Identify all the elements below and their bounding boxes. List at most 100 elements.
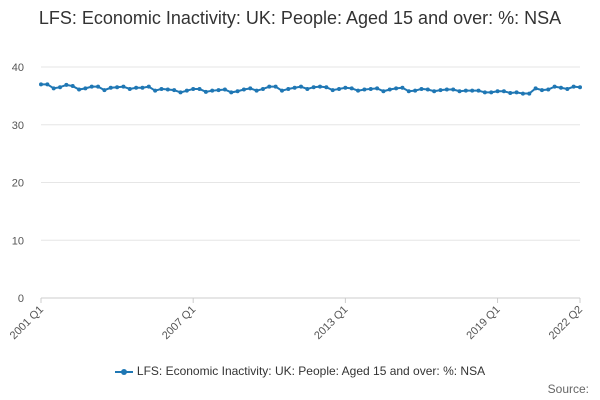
data-point[interactable]	[58, 85, 63, 90]
data-point[interactable]	[115, 85, 120, 90]
data-point[interactable]	[501, 89, 506, 94]
data-point[interactable]	[400, 85, 405, 90]
data-point[interactable]	[520, 91, 525, 96]
data-point[interactable]	[197, 86, 202, 91]
data-point[interactable]	[254, 88, 259, 93]
data-point[interactable]	[235, 89, 240, 94]
data-point[interactable]	[362, 87, 367, 92]
data-point[interactable]	[495, 89, 500, 94]
data-point[interactable]	[349, 86, 354, 91]
x-tick-labels: 2001 Q1 2007 Q1 2013 Q1 2019 Q1 2022 Q2	[8, 304, 585, 342]
data-point[interactable]	[444, 87, 449, 92]
data-point[interactable]	[305, 86, 310, 91]
data-point[interactable]	[178, 90, 183, 95]
x-tick-label: 2019 Q1	[464, 304, 502, 342]
data-point[interactable]	[121, 84, 126, 89]
data-point[interactable]	[438, 88, 443, 93]
data-point[interactable]	[318, 84, 323, 89]
series-line-group	[39, 82, 582, 96]
data-point[interactable]	[476, 88, 481, 93]
data-point[interactable]	[83, 86, 88, 91]
data-point[interactable]	[298, 84, 303, 89]
data-point[interactable]	[406, 89, 411, 94]
legend[interactable]: LFS: Economic Inactivity: UK: People: Ag…	[0, 364, 600, 378]
data-point[interactable]	[565, 86, 570, 91]
data-point[interactable]	[546, 87, 551, 92]
data-point[interactable]	[172, 88, 177, 93]
data-point[interactable]	[146, 84, 151, 89]
data-point[interactable]	[470, 88, 475, 93]
data-point[interactable]	[571, 84, 576, 89]
source-label: Source:	[547, 382, 589, 396]
data-point[interactable]	[432, 89, 437, 94]
data-point[interactable]	[273, 84, 278, 89]
data-point[interactable]	[203, 89, 208, 94]
data-point[interactable]	[419, 86, 424, 91]
data-point[interactable]	[514, 90, 519, 95]
data-point[interactable]	[70, 84, 75, 89]
data-point[interactable]	[533, 86, 538, 91]
legend-label: LFS: Economic Inactivity: UK: People: Ag…	[136, 364, 486, 378]
data-point[interactable]	[451, 87, 456, 92]
data-point[interactable]	[552, 84, 557, 89]
data-point[interactable]	[127, 86, 132, 91]
data-point[interactable]	[153, 88, 158, 93]
data-point[interactable]	[343, 85, 348, 90]
data-point[interactable]	[324, 85, 329, 90]
data-point[interactable]	[140, 85, 145, 90]
data-point[interactable]	[267, 84, 272, 89]
data-point[interactable]	[241, 87, 246, 92]
data-point[interactable]	[527, 91, 532, 96]
data-point[interactable]	[222, 87, 227, 92]
gridlines	[41, 66, 580, 241]
data-point[interactable]	[108, 85, 113, 90]
data-point[interactable]	[330, 88, 335, 93]
data-point[interactable]	[165, 87, 170, 92]
data-point[interactable]	[102, 88, 107, 93]
chart-title: LFS: Economic Inactivity: UK: People: Ag…	[38, 8, 562, 28]
data-point[interactable]	[184, 88, 189, 93]
legend-marker-icon	[114, 367, 133, 377]
data-point[interactable]	[463, 88, 468, 93]
data-point[interactable]	[489, 90, 494, 95]
y-tick-labels: 0 10 20 30 40	[12, 62, 24, 305]
data-point[interactable]	[368, 86, 373, 91]
data-point[interactable]	[381, 89, 386, 94]
data-point[interactable]	[394, 86, 399, 91]
data-point[interactable]	[539, 88, 544, 93]
data-point[interactable]	[425, 87, 430, 92]
data-point[interactable]	[375, 86, 380, 91]
data-point[interactable]	[482, 90, 487, 95]
axes	[40, 297, 581, 303]
data-point[interactable]	[387, 87, 392, 92]
data-point[interactable]	[89, 84, 94, 89]
x-tick-label: 2022 Q2	[547, 304, 585, 342]
data-point[interactable]	[558, 85, 563, 90]
data-point[interactable]	[39, 82, 43, 87]
data-point[interactable]	[229, 90, 234, 95]
data-point[interactable]	[45, 82, 50, 87]
data-point[interactable]	[134, 85, 139, 90]
data-point[interactable]	[77, 87, 82, 92]
data-point[interactable]	[279, 88, 284, 93]
data-point[interactable]	[578, 85, 582, 90]
data-point[interactable]	[292, 85, 297, 90]
data-point[interactable]	[191, 86, 196, 91]
data-point[interactable]	[210, 88, 215, 93]
data-point[interactable]	[64, 82, 69, 87]
data-point[interactable]	[260, 86, 265, 91]
data-point[interactable]	[51, 86, 56, 91]
data-point[interactable]	[216, 88, 221, 93]
data-point[interactable]	[508, 90, 513, 95]
data-point[interactable]	[457, 89, 462, 94]
y-tick-label: 0	[18, 293, 24, 305]
data-point[interactable]	[356, 88, 361, 93]
data-point[interactable]	[286, 86, 291, 91]
data-point[interactable]	[311, 85, 316, 90]
data-point[interactable]	[96, 84, 101, 89]
data-point[interactable]	[248, 86, 253, 91]
data-point[interactable]	[337, 86, 342, 91]
data-point[interactable]	[413, 88, 418, 93]
data-point[interactable]	[159, 86, 164, 91]
